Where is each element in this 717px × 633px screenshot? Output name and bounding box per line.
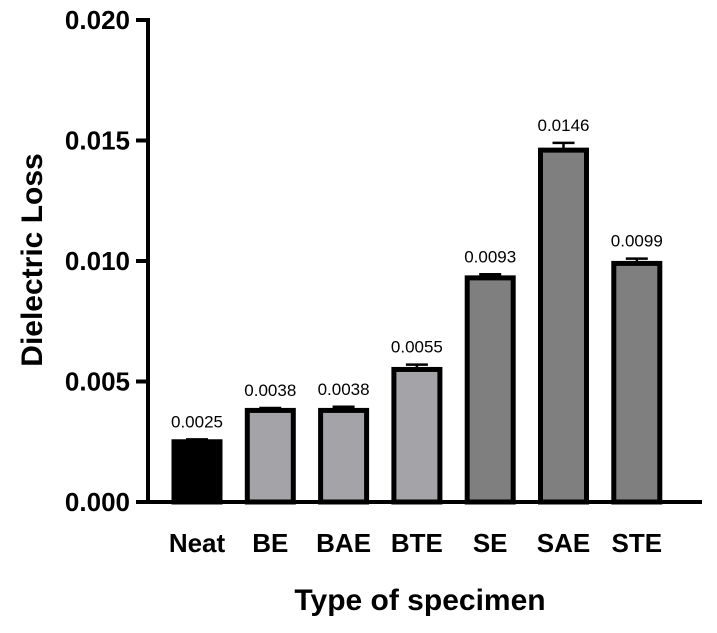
y-tick-label: 0.015	[65, 126, 130, 156]
bar-bte	[391, 366, 443, 505]
y-tick-label: 0.010	[65, 246, 130, 276]
x-axis-tick-labels: Neat BE BAE BTE SE SAE STE	[169, 528, 662, 558]
bar-sae	[538, 147, 589, 505]
x-tick-label: SAE	[537, 528, 590, 558]
bar-se	[464, 275, 516, 505]
y-axis-title: Dielectric Loss	[16, 153, 49, 366]
x-tick-label: STE	[612, 528, 663, 558]
bar-ste	[611, 260, 663, 505]
data-label: 0.0038	[318, 380, 370, 399]
data-label: 0.0146	[538, 116, 590, 135]
x-tick-label: BE	[252, 528, 288, 558]
data-label: 0.0093	[464, 247, 516, 266]
data-label: 0.0025	[171, 412, 223, 431]
y-tick-label: 0.000	[65, 487, 130, 517]
data-label: 0.0055	[391, 338, 443, 357]
bars: 0.0025 0.0038 0.0038 0.0055 0.0093 0.0146 0.00…	[171, 116, 663, 505]
bar-neat	[171, 439, 223, 505]
y-axis-ticks: 0.000 0.005 0.010 0.015 0.020	[65, 5, 148, 517]
bar-be	[244, 407, 296, 505]
data-label: 0.0038	[244, 381, 296, 400]
y-tick-label: 0.020	[65, 5, 130, 35]
y-tick-label: 0.005	[65, 367, 130, 397]
axes	[146, 18, 702, 504]
x-tick-label: BAE	[316, 528, 371, 558]
bar-bae	[318, 407, 370, 505]
data-label: 0.0099	[611, 232, 663, 251]
x-tick-label: Neat	[169, 528, 226, 558]
x-tick-label: SE	[473, 528, 508, 558]
x-tick-label: BTE	[391, 528, 443, 558]
x-axis-title: Type of specimen	[294, 584, 545, 617]
